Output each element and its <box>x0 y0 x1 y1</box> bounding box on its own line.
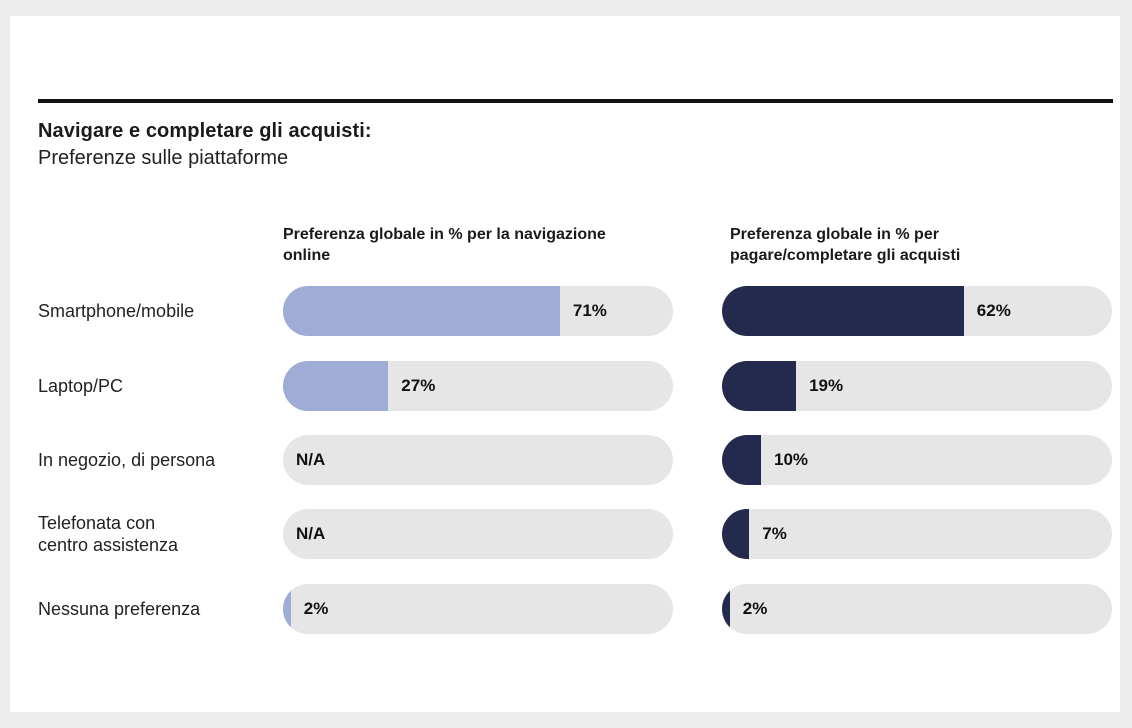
bar <box>722 435 761 485</box>
value-label: 27% <box>401 376 436 395</box>
bar <box>722 584 730 634</box>
value-label: 10% <box>774 450 809 469</box>
bar <box>722 286 964 336</box>
value-label: N/A <box>296 450 326 469</box>
category-label-line: Smartphone/mobile <box>38 301 195 321</box>
bar <box>283 361 389 411</box>
category-label-line: centro assistenza <box>38 535 179 555</box>
category-label: Smartphone/mobile <box>38 300 194 322</box>
category-label: In negozio, di persona <box>38 449 215 471</box>
bar-track: N/A <box>283 509 673 559</box>
value-label: 19% <box>809 376 844 395</box>
value-label: 2% <box>303 599 329 618</box>
chart-subtitle: Preferenze sulle piattaforme <box>38 147 289 169</box>
bar-track: 2% <box>283 584 673 634</box>
series-header-purchase: Preferenza globale in % per pagare/compl… <box>730 226 961 264</box>
category-label-line: Nessuna preferenza <box>38 599 201 619</box>
category-label-line: Laptop/PC <box>38 376 124 396</box>
category-label: Laptop/PC <box>38 375 123 397</box>
bar-track: 2% <box>722 584 1112 634</box>
value-label: 7% <box>762 524 787 543</box>
value-label: N/A <box>296 524 326 543</box>
bar-track: 10% <box>722 435 1112 485</box>
bar-track: N/A <box>283 435 673 485</box>
value-label: 2% <box>742 599 768 618</box>
bar <box>722 361 797 411</box>
bar-track: 71% <box>283 286 673 336</box>
chart-title: Navigare e completare gli acquisti: <box>38 120 372 142</box>
value-label: 62% <box>976 301 1011 320</box>
category-label: Telefonata con centro assistenza <box>38 512 178 556</box>
top-rule <box>38 99 1113 103</box>
bar <box>722 509 750 559</box>
bar <box>283 286 560 336</box>
category-label-line: Telefonata con <box>38 513 156 533</box>
value-label: 71% <box>572 301 607 320</box>
category-label: Nessuna preferenza <box>38 598 200 620</box>
bar-track: 19% <box>722 361 1112 411</box>
bar-track: 7% <box>722 509 1112 559</box>
category-label-line: In negozio, di persona <box>38 450 216 470</box>
series-header-navigation: Preferenza globale in % per la navigazio… <box>283 226 606 264</box>
bar-track: 62% <box>722 286 1112 336</box>
bar-track: 27% <box>283 361 673 411</box>
bar <box>283 584 291 634</box>
